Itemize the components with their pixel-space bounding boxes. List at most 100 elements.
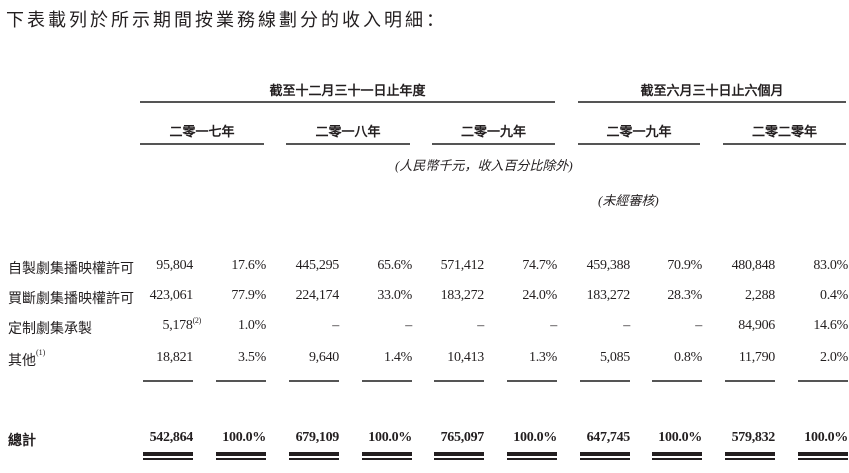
total-cell: 679,109 [295,430,340,445]
table-cell: 74.7% [497,258,557,274]
cell-value: 70.9% [667,258,702,273]
total-cell: 765,097 [440,430,485,445]
table-cell: 65.6% [352,258,412,274]
cell-value: 2,288 [744,288,775,303]
cell-value: 0.4% [820,288,848,303]
subtotal-rule [652,380,702,382]
total-cell: 647,745 [586,430,631,445]
total-cell: 100.0% [513,430,557,445]
cell-value: 480,848 [731,258,776,273]
row-label: 自製劇集播映權許可 [8,258,134,278]
intro-text: 下表載列於所示期間按業務線劃分的收入明細： [6,10,447,30]
cell-value: 24.0% [522,288,557,303]
subtotal-rule [580,380,630,382]
cell-value: 183,272 [440,288,485,303]
table-cell: 0.8% [642,350,702,366]
cell-value: 224,174 [295,288,340,303]
subtotal-rule [362,380,412,382]
cell-value: 183,272 [586,288,631,303]
total-cell: 100.0% [368,430,412,445]
cell-value: 28.3% [667,288,702,303]
year-header: 二零一九年 [606,124,672,139]
table-cell: 3.5% [206,350,266,366]
cell-value: – [550,318,557,333]
cell-value: – [477,318,484,333]
table-cell: 24.0% [497,288,557,304]
cell-value: 74.7% [522,258,557,273]
cell-value: 3.5% [238,350,266,365]
table-cell: 17.6% [206,258,266,274]
total-cell: 100.0% [222,430,266,445]
row-label-text: 其他 [8,354,36,369]
table-cell: 571,412 [424,258,485,274]
cell-value: 571,412 [440,258,485,273]
cell-value: 14.6% [813,318,848,333]
cell-value: – [405,318,412,333]
table-cell: 77.9% [206,288,266,304]
group-header-fiscal-year: 截至十二月三十一日止年度 [269,83,426,98]
cell-value: 5,085 [599,350,630,365]
table-cell: 5,178(2) [141,316,202,334]
table-cell: 183,272 [424,288,485,304]
table-cell: 1.0% [206,318,266,334]
footnote-marker: (2) [192,316,202,325]
cell-value: 1.4% [384,350,412,365]
cell-value: 2.0% [820,350,848,365]
year-rule [140,143,264,145]
cell-value: 65.6% [377,258,412,273]
year-rule [578,143,700,145]
unit-note: (人民幣千元，收入百分比除外) [395,158,573,173]
total-cell: 100.0% [804,430,848,445]
year-rule [723,143,846,145]
total-double-rule [362,452,412,460]
subtotal-rule [725,380,775,382]
table-cell: 445,295 [279,258,340,274]
cell-value: 1.0% [238,318,266,333]
row-label: 買斷劇集播映權許可 [8,288,134,308]
subtotal-rule [289,380,339,382]
table-cell: 83.0% [788,258,848,274]
cell-value: – [623,318,630,333]
group-rule [140,101,555,103]
table-cell: 33.0% [352,288,412,304]
table-cell: 1.3% [497,350,557,366]
cell-value: 17.6% [231,258,266,273]
table-cell: 459,388 [570,258,631,274]
table-cell: – [570,318,630,334]
total-double-rule [725,452,775,460]
row-label-text: 定制劇集承製 [8,322,92,337]
table-cell: – [352,318,412,334]
row-label: 其他(1) [8,348,45,370]
table-cell: 224,174 [279,288,340,304]
table-cell: 10,413 [424,350,484,366]
table-cell: 70.9% [642,258,702,274]
cell-value: 423,061 [149,288,194,303]
row-label-text: 買斷劇集播映權許可 [8,292,134,307]
table-cell: 18,821 [133,350,193,366]
table-cell: – [497,318,557,334]
cell-value: 445,295 [295,258,340,273]
total-double-rule [507,452,557,460]
cell-value: 459,388 [586,258,631,273]
year-rule [286,143,410,145]
cell-value: 83.0% [813,258,848,273]
year-header: 二零一八年 [315,124,381,139]
year-header: 二零一九年 [460,124,526,139]
total-double-rule [434,452,484,460]
table-cell: – [642,318,702,334]
total-double-rule [652,452,702,460]
cell-value: 10,413 [447,350,484,365]
cell-value: 0.8% [674,350,702,365]
year-rule [432,143,555,145]
subtotal-rule [434,380,484,382]
total-label: 總計 [8,434,36,449]
table-cell: 28.3% [642,288,702,304]
total-cell: 542,864 [149,430,194,445]
row-label-text: 自製劇集播映權許可 [8,262,134,277]
subtotal-rule [798,380,848,382]
table-cell: – [424,318,484,334]
table-cell: 95,804 [133,258,193,274]
table-cell: 84,906 [715,318,775,334]
year-header: 二零二零年 [751,124,817,139]
